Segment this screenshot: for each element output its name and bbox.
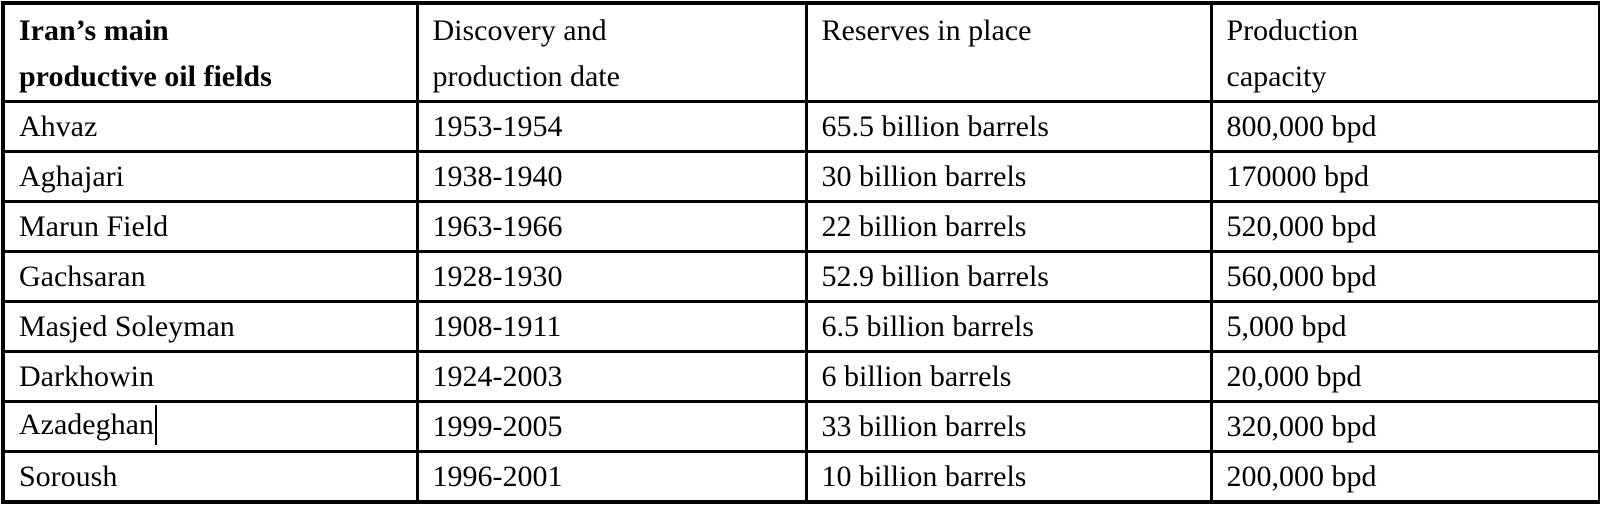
cell-field-name[interactable]: Ahvaz	[1, 100, 419, 154]
cell-text: 22 billion barrels	[821, 209, 1027, 243]
cell-field-name[interactable]: Azadeghan	[1, 400, 419, 454]
cell-capacity[interactable]: 5,000 bpd	[1209, 300, 1600, 354]
cell-text: 5,000 bpd	[1226, 309, 1347, 343]
text-cursor-caret	[154, 404, 157, 445]
cell-discovery-date[interactable]: 1963-1966	[415, 200, 808, 254]
cell-field-name[interactable]: Aghajari	[1, 150, 419, 204]
cell-text: 52.9 billion barrels	[821, 259, 1049, 293]
cell-text: 200,000 bpd	[1226, 459, 1377, 493]
cell-discovery-date[interactable]: 1938-1940	[415, 150, 808, 204]
cell-field-name[interactable]: Gachsaran	[1, 250, 419, 304]
cell-text: 1953-1954	[432, 109, 563, 143]
cell-field-name[interactable]: Marun Field	[1, 200, 419, 254]
cell-discovery-date[interactable]: 1996-2001	[415, 450, 808, 504]
cell-text: 20,000 bpd	[1226, 359, 1362, 393]
cell-discovery-date[interactable]: 1953-1954	[415, 100, 808, 154]
cell-capacity[interactable]: 800,000 bpd	[1209, 100, 1600, 154]
header-line	[822, 54, 1202, 99]
cell-text: Marun Field	[19, 209, 169, 243]
cell-reserves[interactable]: 52.9 billion barrels	[804, 250, 1213, 304]
header-line: Production	[1226, 14, 1359, 47]
cell-discovery-date[interactable]: 1908-1911	[415, 300, 808, 354]
cell-text: 1928-1930	[432, 259, 563, 293]
cell-text: 1963-1966	[432, 209, 563, 243]
cell-reserves[interactable]: 10 billion barrels	[804, 450, 1213, 504]
cell-reserves[interactable]: 65.5 billion barrels	[804, 100, 1213, 154]
cell-text: 10 billion barrels	[821, 459, 1027, 493]
cell-reserves[interactable]: 33 billion barrels	[804, 400, 1213, 454]
cell-text: 1924-2003	[432, 359, 563, 393]
table-row-masjed-soleyman: Masjed Soleyman 1908-1911 6.5 billion ba…	[1, 300, 1600, 354]
column-header-reserves[interactable]: Reserves in place	[804, 1, 1213, 104]
cell-text: 1908-1911	[432, 309, 562, 343]
cell-capacity[interactable]: 520,000 bpd	[1209, 200, 1600, 254]
cell-capacity[interactable]: 320,000 bpd	[1209, 400, 1600, 454]
table-row-gachsaran: Gachsaran 1928-1930 52.9 billion barrels…	[1, 250, 1600, 304]
cell-field-name[interactable]: Masjed Soleyman	[1, 300, 419, 354]
cell-text: 33 billion barrels	[821, 409, 1027, 443]
cell-capacity[interactable]: 170000 bpd	[1209, 150, 1600, 204]
header-line: Iran’s main	[19, 14, 169, 47]
cell-text: 30 billion barrels	[821, 159, 1027, 193]
cell-field-name[interactable]: Darkhowin	[1, 350, 419, 404]
cell-reserves[interactable]: 6.5 billion barrels	[804, 300, 1213, 354]
cell-text: 170000 bpd	[1226, 159, 1370, 193]
cell-text: Masjed Soleyman	[19, 309, 235, 343]
cell-text: 1996-2001	[432, 459, 563, 493]
header-line: Discovery and	[432, 14, 607, 47]
cell-text: 6.5 billion barrels	[821, 309, 1034, 343]
cell-discovery-date[interactable]: 1924-2003	[415, 350, 808, 404]
cell-text: Aghajari	[19, 159, 124, 193]
cell-text: Darkhowin	[19, 359, 154, 393]
cell-text: Ahvaz	[19, 109, 98, 143]
cell-discovery-date[interactable]: 1928-1930	[415, 250, 808, 304]
cell-text: Azadeghan	[19, 407, 154, 441]
cell-text: 1938-1940	[432, 159, 563, 193]
cell-field-name[interactable]: Soroush	[1, 450, 419, 504]
cell-text: 560,000 bpd	[1226, 259, 1377, 293]
table-row-ahvaz: Ahvaz 1953-1954 65.5 billion barrels 800…	[1, 100, 1600, 154]
column-header-production-capacity[interactable]: Production capacity	[1209, 1, 1600, 104]
cell-text: 800,000 bpd	[1226, 109, 1377, 143]
table-row-soroush: Soroush 1996-2001 10 billion barrels 200…	[1, 450, 1600, 504]
cell-capacity[interactable]: 200,000 bpd	[1209, 450, 1600, 504]
cell-discovery-date[interactable]: 1999-2005	[415, 400, 808, 454]
column-header-discovery-date[interactable]: Discovery and production date	[415, 1, 808, 104]
header-line: productive oil fields	[19, 60, 272, 93]
cell-reserves[interactable]: 30 billion barrels	[804, 150, 1213, 204]
cell-text: 65.5 billion barrels	[821, 109, 1049, 143]
cell-reserves[interactable]: 6 billion barrels	[804, 350, 1213, 404]
cell-text: Soroush	[19, 459, 118, 493]
cell-reserves[interactable]: 22 billion barrels	[804, 200, 1213, 254]
cell-text: 320,000 bpd	[1226, 409, 1377, 443]
table-row-marun-field: Marun Field 1963-1966 22 billion barrels…	[1, 200, 1600, 254]
table-row-azadeghan: Azadeghan 1999-2005 33 billion barrels 3…	[1, 400, 1600, 454]
cell-text: Gachsaran	[19, 259, 146, 293]
header-row: Iran’s main productive oil fields Discov…	[1, 1, 1600, 104]
table-row-aghajari: Aghajari 1938-1940 30 billion barrels 17…	[1, 150, 1600, 204]
table-row-darkhowin: Darkhowin 1924-2003 6 billion barrels 20…	[1, 350, 1600, 404]
column-header-oil-fields[interactable]: Iran’s main productive oil fields	[1, 1, 419, 104]
cell-text: 1999-2005	[432, 409, 563, 443]
cell-capacity[interactable]: 20,000 bpd	[1209, 350, 1600, 404]
header-line: production date	[432, 60, 620, 93]
cell-capacity[interactable]: 560,000 bpd	[1209, 250, 1600, 304]
header-line: Reserves in place	[821, 14, 1032, 47]
cell-text: 520,000 bpd	[1226, 209, 1377, 243]
cell-text: 6 billion barrels	[821, 359, 1012, 393]
header-line: capacity	[1226, 60, 1327, 93]
